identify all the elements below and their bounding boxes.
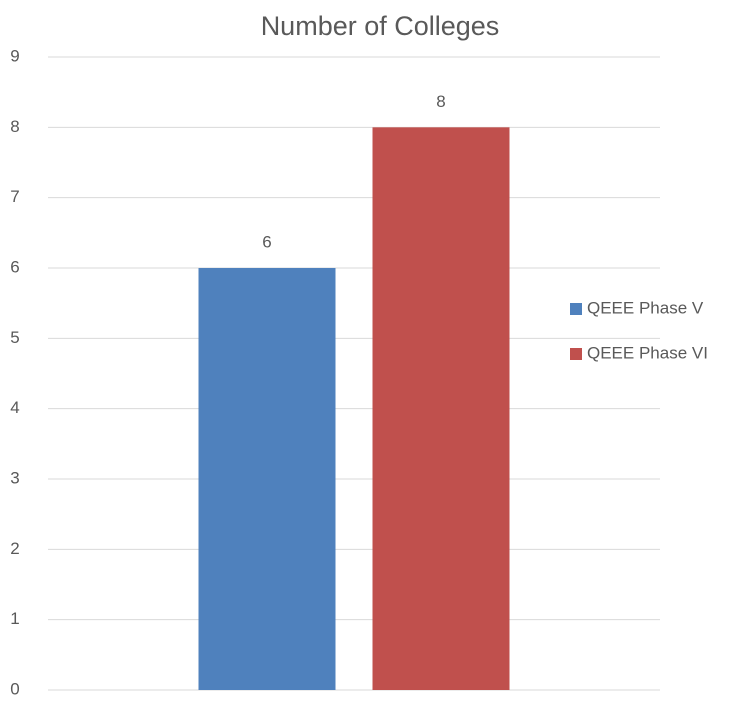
bar — [198, 268, 336, 690]
legend-label: QEEE Phase V — [587, 298, 704, 317]
legend-swatch — [570, 303, 582, 315]
bar — [372, 127, 510, 691]
data-label: 6 — [262, 232, 271, 251]
y-tick-label: 2 — [10, 539, 19, 558]
y-tick-label: 8 — [10, 117, 19, 136]
legend-swatch — [570, 348, 582, 360]
chart-title: Number of Colleges — [261, 11, 500, 41]
y-tick-label: 6 — [10, 257, 19, 276]
y-tick-label: 0 — [10, 679, 19, 698]
y-tick-label: 4 — [10, 398, 19, 417]
y-tick-label: 9 — [10, 46, 19, 65]
y-tick-label: 1 — [10, 609, 19, 628]
y-tick-label: 5 — [10, 328, 19, 347]
y-tick-label: 7 — [10, 187, 19, 206]
legend-label: QEEE Phase VI — [587, 343, 708, 362]
data-label: 8 — [436, 92, 445, 111]
y-tick-label: 3 — [10, 468, 19, 487]
